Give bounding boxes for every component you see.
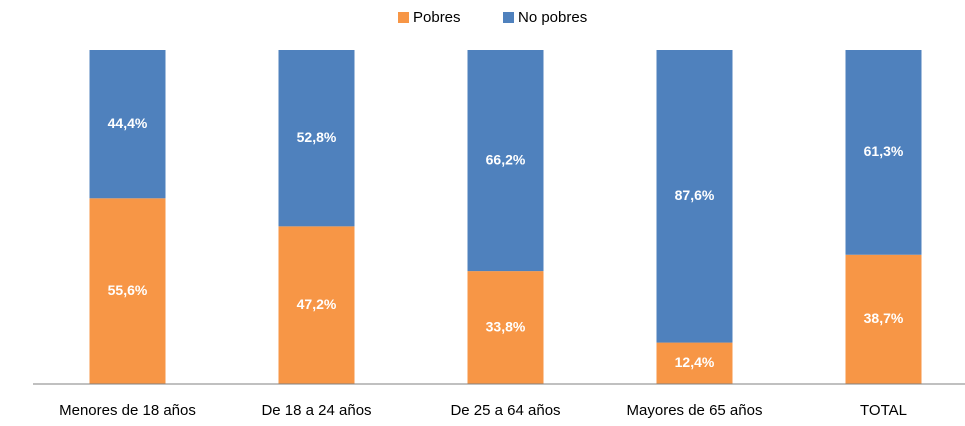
bar-segment bbox=[656, 342, 733, 384]
value-label: 66,2% bbox=[486, 151, 526, 167]
bar-segment bbox=[467, 271, 544, 384]
bar-segment bbox=[278, 50, 355, 227]
bar-segment bbox=[845, 254, 922, 384]
value-label: 52,8% bbox=[297, 129, 337, 145]
bar-segment bbox=[89, 198, 166, 384]
legend-swatch bbox=[503, 12, 514, 23]
value-label: 61,3% bbox=[864, 143, 904, 159]
legend-label: Pobres bbox=[413, 9, 461, 26]
value-label: 87,6% bbox=[675, 187, 715, 203]
value-label: 12,4% bbox=[675, 354, 715, 370]
x-tick-label: Mayores de 65 años bbox=[627, 402, 763, 419]
value-label: 33,8% bbox=[486, 318, 526, 334]
bar-segment bbox=[845, 50, 922, 255]
bar-segment bbox=[89, 50, 166, 199]
x-tick-label: Menores de 18 años bbox=[59, 402, 196, 419]
legend-label: No pobres bbox=[518, 9, 587, 26]
bar-segment bbox=[278, 226, 355, 384]
x-tick-label: De 18 a 24 años bbox=[261, 402, 371, 419]
value-label: 55,6% bbox=[108, 282, 148, 298]
value-label: 38,7% bbox=[864, 310, 904, 326]
value-label: 47,2% bbox=[297, 296, 337, 312]
bar-segment bbox=[656, 50, 733, 343]
x-tick-label: TOTAL bbox=[860, 402, 907, 419]
bar-segment bbox=[467, 50, 544, 272]
value-label: 44,4% bbox=[108, 115, 148, 131]
legend-swatch bbox=[398, 12, 409, 23]
x-tick-label: De 25 a 64 años bbox=[450, 402, 560, 419]
